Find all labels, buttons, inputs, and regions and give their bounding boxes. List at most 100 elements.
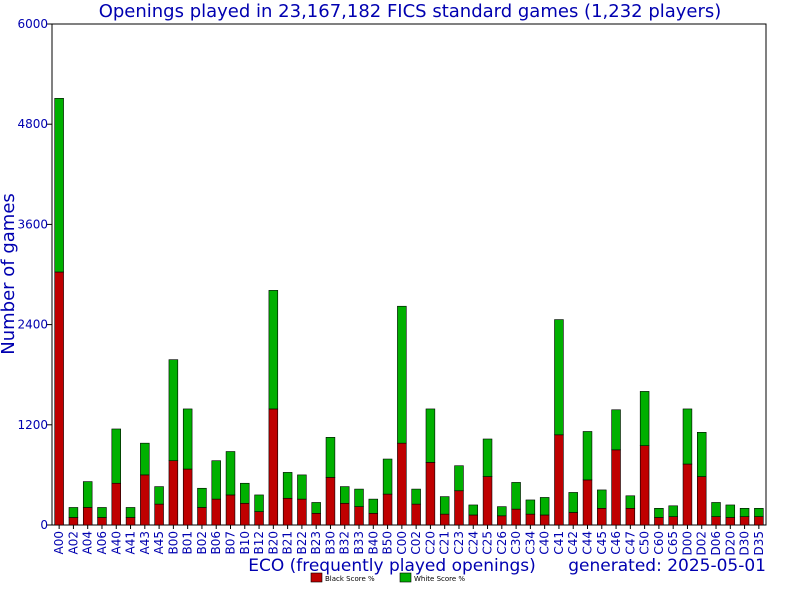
bar-black-segment [597, 507, 607, 526]
bar-black-segment [539, 514, 550, 526]
bar-black-segment [511, 508, 521, 526]
x-tick-label: B07 [224, 531, 238, 555]
x-tick-label: D00 [680, 531, 694, 556]
bar-black-segment [411, 503, 421, 526]
bar-white-segment [454, 465, 464, 492]
bar-black-segment [711, 516, 721, 526]
bar-black-segment [582, 479, 593, 526]
bar-white-segment [625, 495, 636, 509]
bar-black-segment [68, 517, 79, 526]
bar-black-segment [268, 408, 279, 526]
bar-black-segment [525, 513, 536, 526]
bar-black-segment [439, 513, 450, 526]
x-tick-label: C26 [495, 531, 509, 555]
bar-black-segment [668, 516, 678, 526]
bar-white-segment [68, 507, 79, 518]
x-tick-label: A45 [152, 531, 166, 554]
bar-white-segment [340, 486, 350, 504]
bar-white-segment [682, 408, 693, 465]
bar-black-segment [754, 516, 764, 526]
bar-white-segment [268, 290, 279, 410]
bar-black-segment [625, 507, 636, 526]
x-tick-label: A00 [52, 531, 66, 554]
x-tick-label: D02 [695, 531, 709, 556]
bar-black-segment [140, 474, 150, 526]
x-tick-label: B22 [295, 531, 309, 555]
x-tick-label: B01 [181, 531, 195, 555]
legend: Black Score % White Score % [310, 572, 465, 583]
bar-black-segment [82, 507, 93, 526]
x-tick-label: B10 [238, 531, 252, 555]
x-tick-label: B40 [366, 531, 380, 555]
y-tick-label: 4800 [17, 117, 48, 131]
bar-white-segment [325, 437, 336, 478]
bar-white-segment [525, 499, 536, 515]
bar-black-segment [240, 502, 250, 526]
y-axis-label: Number of games [0, 193, 19, 355]
bar-black-segment [682, 463, 693, 526]
x-tick-label: C02 [409, 531, 423, 555]
bar-black-segment [739, 516, 750, 526]
bar-black-segment [639, 445, 650, 526]
bar-black-segment [654, 517, 664, 526]
x-tick-label: B12 [252, 531, 266, 555]
x-tick-label: B23 [309, 531, 323, 555]
bar-white-segment [439, 496, 450, 515]
bar-black-segment [611, 449, 621, 526]
x-tick-label: C60 [652, 531, 666, 555]
bar-white-segment [168, 359, 179, 462]
x-tick-label: C45 [595, 531, 609, 555]
x-tick-label: A06 [95, 531, 109, 554]
bar-black-segment [368, 513, 379, 526]
bar-black-segment [311, 513, 321, 526]
bar-white-segment [597, 489, 607, 509]
bar-black-segment [340, 502, 350, 526]
bar-black-segment [168, 460, 179, 526]
x-tick-label: C24 [466, 531, 480, 555]
bar-black-segment [97, 517, 107, 526]
x-tick-label: B20 [266, 531, 280, 555]
legend-swatch [310, 572, 323, 583]
bar-black-segment [254, 511, 264, 526]
bar-black-segment [297, 498, 307, 526]
bar-black-segment [197, 507, 207, 526]
bar-white-segment [154, 486, 164, 505]
bar-black-segment [397, 442, 407, 526]
x-tick-label: C65 [666, 531, 680, 555]
bar-white-segment [639, 391, 650, 446]
y-tick-label: 2400 [17, 318, 48, 332]
y-tick-label: 1200 [17, 418, 48, 432]
bar-white-segment [654, 507, 664, 518]
x-tick-label: B02 [195, 531, 209, 555]
bar-white-segment [225, 451, 236, 496]
bar-white-segment [297, 474, 307, 500]
y-tick-label: 0 [40, 518, 48, 532]
x-tick-label: C25 [481, 531, 495, 555]
x-tick-label: B30 [323, 531, 337, 555]
x-tick-label: D20 [723, 531, 737, 556]
bar-white-segment [711, 502, 721, 517]
bar-black-segment [54, 271, 64, 526]
x-tick-label: A41 [124, 531, 138, 554]
bar-black-segment [725, 517, 736, 526]
x-tick-label: A04 [81, 531, 95, 554]
x-tick-label: C47 [623, 531, 637, 555]
bar-white-segment [368, 498, 379, 514]
bar-black-segment [211, 498, 221, 526]
bar-white-segment [754, 507, 764, 517]
x-tick-label: B21 [281, 531, 295, 555]
bar-black-segment [468, 514, 478, 526]
bar-black-segment [482, 476, 493, 526]
x-tick-label: A43 [138, 531, 152, 554]
bar-black-segment [697, 476, 707, 526]
bar-black-segment [154, 503, 164, 526]
bar-white-segment [211, 460, 221, 500]
x-tick-label: B00 [166, 531, 180, 555]
bar-white-segment [697, 432, 707, 477]
bar-white-segment [568, 492, 578, 513]
y-tick-label: 6000 [17, 17, 48, 31]
bar-white-segment [468, 504, 478, 516]
